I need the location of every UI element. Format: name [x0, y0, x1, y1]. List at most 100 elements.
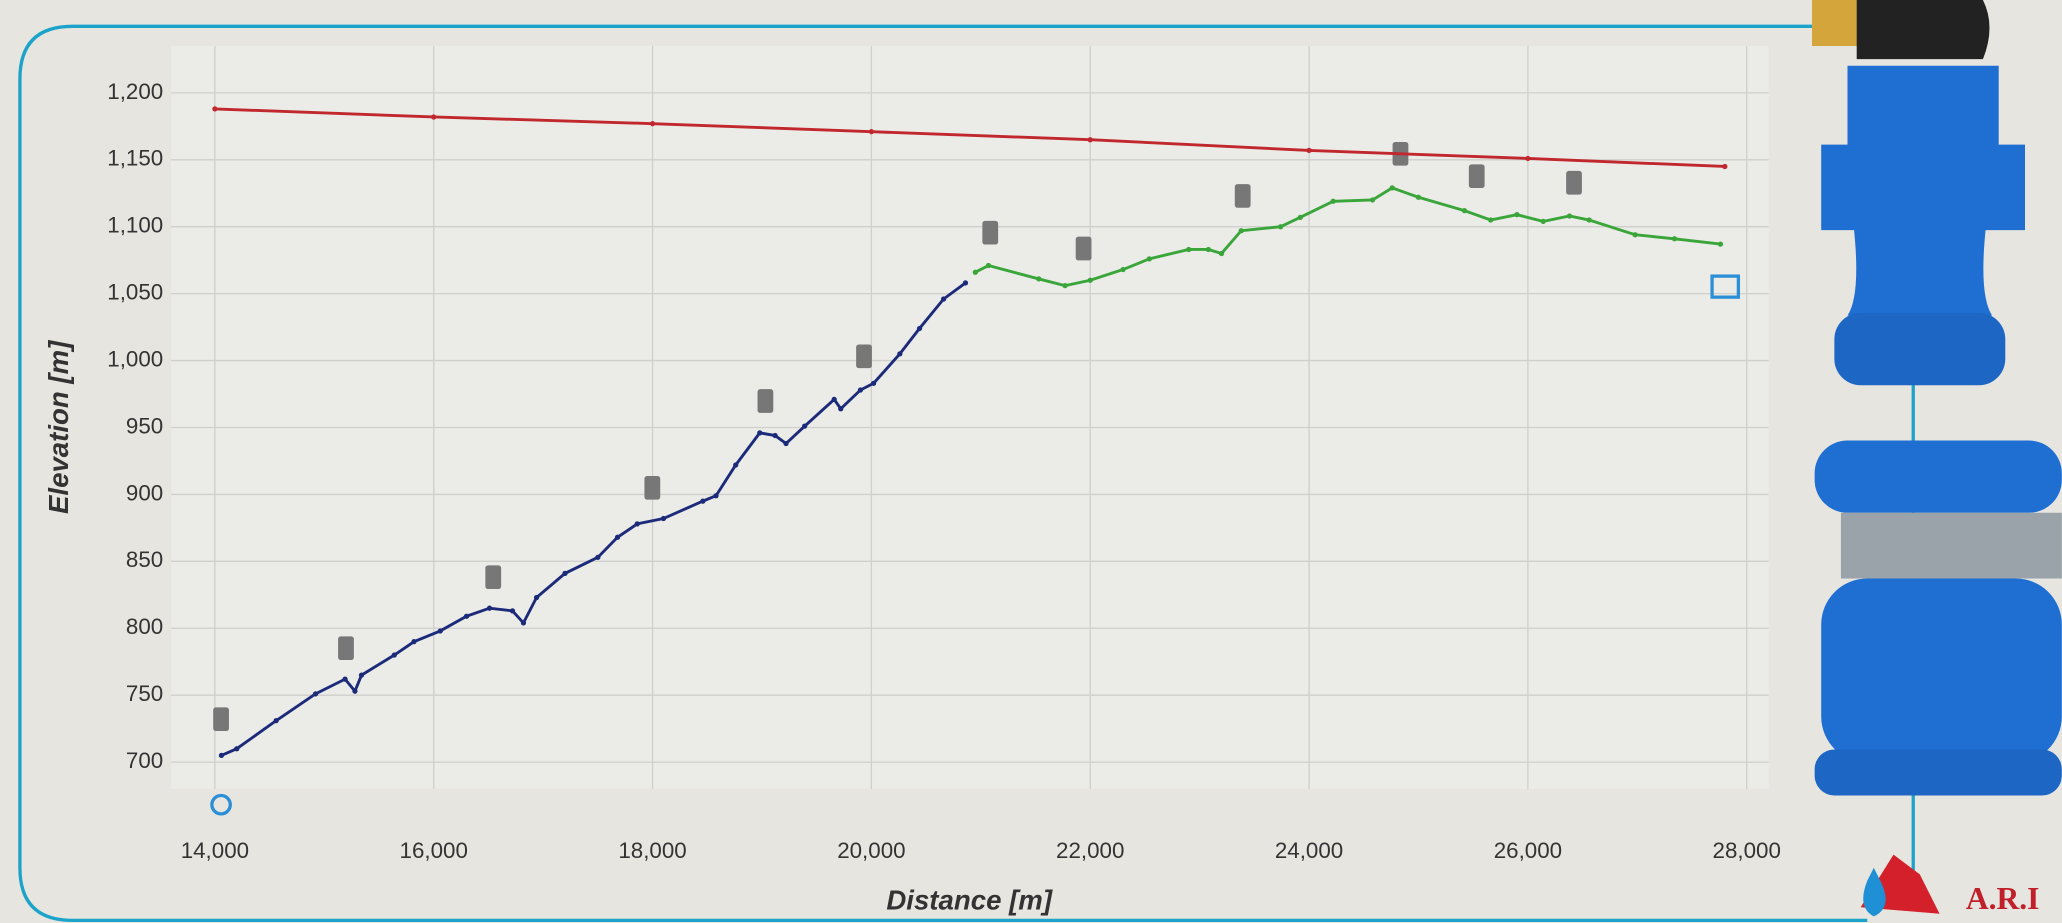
data-point	[733, 462, 739, 468]
data-point	[218, 752, 225, 759]
valve-flange	[1834, 312, 2006, 386]
valve-icon	[856, 344, 872, 369]
data-point	[831, 396, 837, 403]
data-point	[391, 652, 397, 658]
data-point	[342, 676, 348, 682]
data-point	[1186, 246, 1192, 253]
data-point	[940, 296, 947, 302]
data-point	[1036, 276, 1042, 282]
valve-icon	[213, 707, 229, 732]
valve-icon	[757, 389, 774, 413]
y-tick-label: 850	[126, 547, 163, 572]
x-tick-label: 22,000	[1056, 838, 1124, 863]
y-tick-label: 1,050	[107, 280, 163, 305]
data-point	[358, 672, 365, 678]
data-point	[972, 269, 978, 275]
data-point	[1461, 208, 1468, 214]
data-point	[595, 554, 601, 560]
outlet-icon	[1710, 274, 1741, 299]
y-tick-label: 1,200	[107, 79, 163, 104]
frame-border	[18, 24, 1894, 923]
logo-text: A.R.I	[1966, 881, 2040, 916]
data-point	[649, 121, 656, 127]
valve-part	[1856, 0, 1990, 60]
x-tick-label: 28,000	[1713, 838, 1781, 863]
data-point	[1306, 147, 1312, 154]
x-tick-label: 14,000	[181, 838, 249, 863]
valve-icon	[982, 220, 999, 245]
grid	[171, 46, 1769, 789]
data-point	[660, 515, 667, 522]
valve-icon	[1468, 164, 1485, 189]
data-point	[411, 639, 417, 645]
valve-icon	[1566, 170, 1582, 195]
plot-area	[171, 46, 1769, 789]
data-point	[273, 717, 279, 724]
y-tick-label: 900	[126, 480, 163, 505]
data-point	[437, 628, 443, 634]
data-point	[1205, 246, 1212, 253]
data-point	[772, 432, 778, 439]
valve-icon	[485, 565, 502, 590]
data-point	[916, 325, 923, 332]
data-point	[1087, 277, 1093, 283]
data-point	[838, 406, 844, 412]
logo-drop	[1863, 867, 1886, 917]
data-point	[1488, 217, 1494, 223]
data-point	[463, 613, 470, 619]
data-point	[868, 129, 875, 135]
valve-icon	[1234, 184, 1251, 208]
data-point	[533, 594, 540, 601]
y-tick-label: 750	[126, 681, 163, 706]
data-point	[1540, 218, 1546, 224]
x-tick-label: 24,000	[1275, 838, 1343, 863]
data-point	[1415, 194, 1422, 200]
data-point	[1514, 212, 1520, 218]
data-point	[1062, 282, 1068, 289]
data-point	[234, 746, 240, 752]
data-point	[1566, 213, 1573, 219]
data-point	[1218, 250, 1225, 257]
data-point	[431, 114, 437, 120]
source-icon	[210, 793, 232, 816]
data-point	[312, 691, 319, 697]
valve-mesh	[1840, 512, 2062, 579]
x-tick-label: 16,000	[400, 838, 468, 863]
series-line	[214, 107, 1725, 168]
data-point	[1297, 214, 1303, 220]
plot-background	[171, 46, 1769, 789]
valve-icon	[338, 636, 354, 661]
valve-part	[1812, 0, 1860, 47]
y-tick-label: 1,100	[107, 213, 163, 238]
valve-body	[1821, 65, 2025, 316]
data-point	[897, 351, 903, 357]
data-point	[212, 106, 218, 112]
data-point	[1369, 197, 1376, 203]
data-point	[1146, 256, 1152, 262]
y-tick-label: 950	[126, 413, 163, 438]
data-point	[757, 430, 763, 436]
data-point	[1717, 241, 1724, 247]
valve-icon	[644, 475, 661, 500]
y-tick-label: 1,000	[107, 346, 163, 371]
data-point	[562, 570, 568, 577]
data-point	[802, 423, 808, 429]
data-point	[1586, 217, 1592, 223]
x-axis-title: Distance [m]	[886, 884, 1053, 915]
y-tick-label: 800	[126, 614, 163, 639]
data-point	[509, 608, 516, 614]
data-point	[352, 688, 358, 694]
data-point	[520, 620, 527, 626]
valve-icon	[1075, 236, 1092, 261]
data-point	[857, 387, 864, 393]
series-line	[974, 186, 1721, 288]
data-point	[1120, 266, 1126, 273]
x-tick-label: 26,000	[1494, 838, 1562, 863]
data-point	[1632, 232, 1638, 238]
data-point	[700, 498, 706, 504]
y-tick-label: 700	[126, 748, 163, 773]
y-axis-title: Elevation [m]	[43, 340, 74, 514]
x-tick-label: 18,000	[618, 838, 686, 863]
